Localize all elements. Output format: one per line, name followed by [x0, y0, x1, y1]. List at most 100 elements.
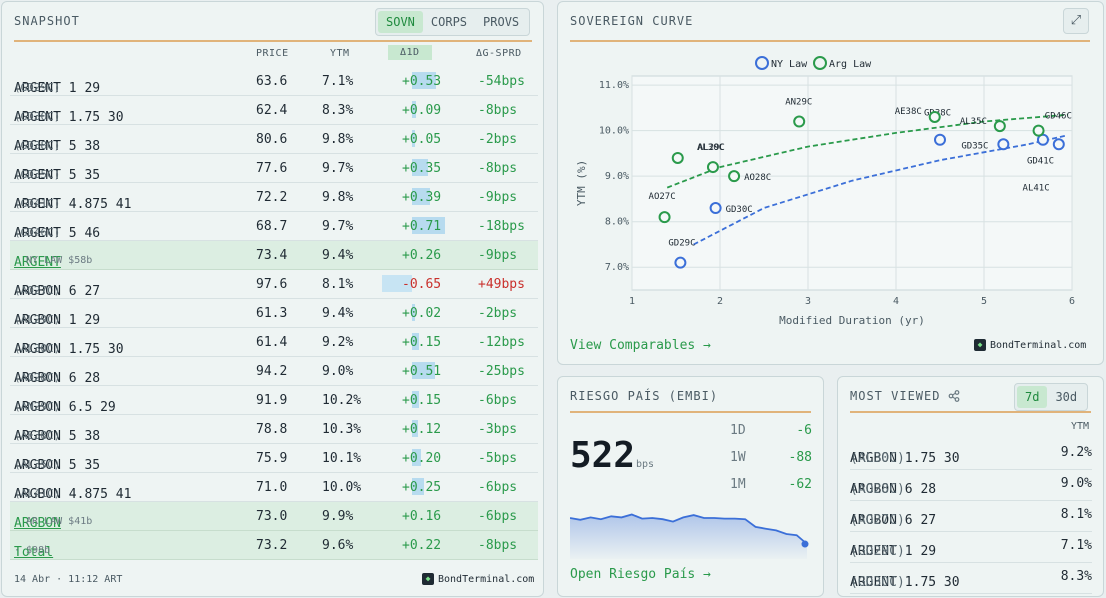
y-tick-label: 7.0%	[605, 262, 629, 273]
most-viewed-divider	[850, 411, 1091, 413]
bond-name: ARGBON 5 38	[14, 429, 101, 444]
expand-icon[interactable]: ⤢	[1063, 8, 1089, 34]
riesgo-title: RIESGO PAÍS (EMBI)	[570, 389, 719, 403]
tab-7d[interactable]: 7d	[1017, 386, 1048, 408]
x-tick-label: 5	[981, 296, 987, 307]
data-point	[658, 211, 671, 224]
bond-ticker: (AL41C)	[14, 487, 61, 500]
most-viewed-item[interactable]: ARGBON 6 27 (AO27C) 8.1%	[850, 501, 1092, 532]
data-point	[1032, 124, 1045, 137]
subtotal-row[interactable]: ARGENT · NY LAW $58b 73.4 9.4% +0.26 -9bps	[10, 241, 538, 270]
table-row[interactable]: ARGBON 5 38 (AE38C) 78.8 10.3% +0.12 -3bps	[10, 415, 538, 444]
brand-logo[interactable]: ◆ BondTerminal.com	[974, 339, 1086, 351]
header-gsprd[interactable]: ΔG-SPRD	[476, 48, 522, 59]
table-row[interactable]: ARGBON 6 27 (AO27C) 97.6 8.1% -0.65 +49bps	[10, 270, 538, 299]
data-point	[728, 170, 741, 183]
tab-provs[interactable]: PROVS	[483, 15, 520, 29]
header-ytm[interactable]: YTM	[330, 48, 350, 59]
ytm-cell: 8.1%	[322, 277, 354, 292]
table-row[interactable]: ARGBON 1 29 (AL29C) 61.3 9.4% +0.02 -2bps	[10, 299, 538, 328]
gsprd-cell: -54bps	[478, 74, 525, 89]
table-row[interactable]: ARGBON 5 35 (AL35C) 75.9 10.1% +0.20 -5bps	[10, 444, 538, 473]
bond-name: ARGBON 6 28	[14, 371, 101, 386]
group-link[interactable]: ARGENT	[14, 255, 61, 270]
d1-bar	[412, 188, 430, 205]
table-row[interactable]: ARGBON 6 28 (AO28C) 94.2 9.0% +0.51 -25bps	[10, 357, 538, 386]
most-viewed-item[interactable]: ARGBON 1.75 30 (AL30C) 9.2%	[850, 439, 1092, 470]
price-cell: 91.9	[256, 393, 288, 408]
bond-name: ARGENT 5 35	[14, 168, 101, 183]
bond-name: ARGBON 6 28	[850, 482, 937, 497]
point-label: GD46C	[1045, 111, 1072, 121]
d1-cell: +0.02	[402, 306, 442, 321]
bond-ticker: (GD29C)	[14, 81, 61, 94]
header-price[interactable]: PRICE	[256, 48, 289, 59]
bond-name: ARGBON 1.75 30	[850, 451, 960, 466]
open-riesgo-link[interactable]: Open Riesgo País →	[570, 567, 711, 582]
bond-name: ARGENT 1.75 30	[850, 575, 960, 590]
table-row[interactable]: ARGBON 6.5 29 (AN29C) 91.9 10.2% +0.15 -6bps	[10, 386, 538, 415]
group-note: · $98b	[14, 545, 51, 556]
most-viewed-item[interactable]: ARGBON 6 28 (AO28C) 9.0%	[850, 470, 1092, 501]
d1-bar	[412, 420, 418, 437]
gsprd-cell: -3bps	[478, 422, 518, 437]
change-value: -6	[796, 423, 812, 438]
gsprd-cell: +49bps	[478, 277, 525, 292]
group-link[interactable]: ARGBON	[14, 516, 61, 531]
snapshot-panel: SNAPSHOT SOVN CORPS PROVS PRICE YTM Δ1D …	[1, 1, 544, 597]
brand-logo[interactable]: ◆ BondTerminal.com	[422, 573, 534, 585]
price-cell: 73.2	[256, 538, 288, 553]
x-tick-label: 3	[805, 296, 811, 307]
d1-cell: +0.25	[402, 480, 442, 495]
table-row[interactable]: ARGENT 1.75 30 (GD30C) 62.4 8.3% +0.09 -8bps	[10, 96, 538, 125]
data-point	[671, 151, 684, 164]
d1-bar	[412, 478, 424, 495]
table-row[interactable]: ARGBON 1.75 30 (AL30C) 61.4 9.2% +0.15 -12bp…	[10, 328, 538, 357]
riesgo-unit: bps	[636, 459, 655, 470]
d1-bar	[412, 159, 429, 176]
table-row[interactable]: ARGENT 5 35 (GD35C) 77.6 9.7% +0.35 -8bps	[10, 154, 538, 183]
tab-corps[interactable]: CORPS	[430, 15, 468, 29]
group-note: · AR LAW $41b	[14, 516, 93, 527]
ytm-cell: 9.7%	[322, 219, 354, 234]
bond-ticker: (GD30C)	[14, 110, 61, 123]
bond-ticker: (GD29C)	[850, 544, 905, 559]
d1-cell: +0.15	[402, 393, 442, 408]
ytm-cell: 8.3%	[322, 103, 354, 118]
d1-cell: +0.51	[402, 364, 442, 379]
d1-cell: +0.09	[402, 103, 442, 118]
table-row[interactable]: ARGBON 4.875 41 (AL41C) 71.0 10.0% +0.25 -6b…	[10, 473, 538, 502]
price-cell: 63.6	[256, 74, 288, 89]
data-point	[706, 161, 719, 174]
tab-30d[interactable]: 30d	[1055, 390, 1078, 404]
change-value: -88	[788, 450, 812, 465]
tab-sovn[interactable]: SOVN	[378, 11, 423, 33]
bond-ticker: (AL35C)	[14, 458, 61, 471]
d1-bar	[412, 101, 417, 118]
table-row[interactable]: ARGENT 5 46 (GD46C) 68.7 9.7% +0.71 -18bps	[10, 212, 538, 241]
subtotal-row[interactable]: Total · $98b 73.2 9.6% +0.22 -8bps	[10, 531, 538, 560]
table-row[interactable]: ARGENT 1 29 (GD29C) 63.6 7.1% +0.53 -54bps	[10, 67, 538, 96]
sovereign-curve-chart: 1 2 3 4 5 6 7.0% 8.0% 9.0% 10.0% 11.0% Modified Dur…	[575, 56, 1075, 327]
riesgo-pais-panel: RIESGO PAÍS (EMBI) 522 bps 1D -6 1W -88 1M -6…	[557, 376, 824, 597]
share-icon[interactable]	[948, 390, 960, 402]
brand-icon: ◆	[422, 573, 434, 585]
bond-name: ARGENT 1 29	[14, 81, 101, 96]
group-link[interactable]: Total	[14, 545, 54, 560]
x-tick-label: 6	[1069, 296, 1075, 307]
ytm-cell: 9.8%	[322, 190, 354, 205]
subtotal-row[interactable]: ARGBON · AR LAW $41b 73.0 9.9% +0.16 -6bps	[10, 502, 538, 531]
bond-ticker: (GD41C)	[14, 197, 61, 210]
header-d1[interactable]: Δ1D	[388, 45, 432, 60]
ytm-cell: 7.1%	[322, 74, 354, 89]
table-row[interactable]: ARGENT 4.875 41 (GD41C) 72.2 9.8% +0.39 -9bp…	[10, 183, 538, 212]
d1-cell: +0.39	[402, 190, 442, 205]
legend-marker	[755, 56, 769, 70]
change-label: 1W	[730, 450, 746, 465]
most-viewed-item[interactable]: ARGENT 1 29 (GD29C) 7.1%	[850, 532, 1092, 563]
most-viewed-item[interactable]: ARGENT 1.75 30 (GD30C) 8.3%	[850, 563, 1092, 594]
d1-cell: +0.12	[402, 422, 442, 437]
table-row[interactable]: ARGENT 5 38 (GD38C) 80.6 9.8% +0.05 -2bps	[10, 125, 538, 154]
d1-bar	[412, 304, 415, 321]
view-comparables-link[interactable]: View Comparables →	[570, 338, 711, 353]
